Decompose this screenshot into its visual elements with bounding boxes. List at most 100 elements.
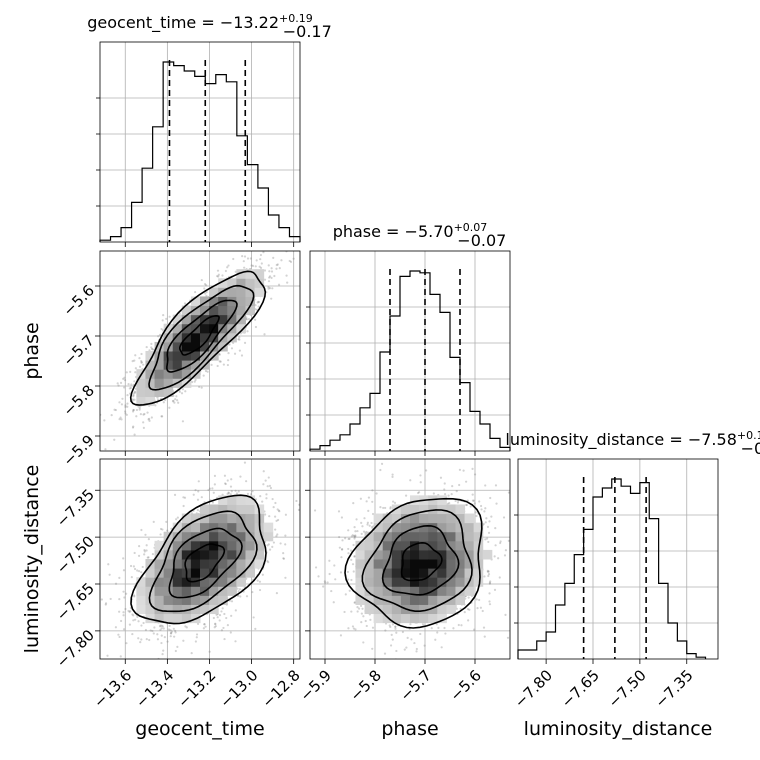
density-cell <box>245 504 256 515</box>
sample-point <box>131 632 134 636</box>
sample-point <box>257 300 260 303</box>
sample-point <box>124 405 127 409</box>
sample-point <box>504 549 508 552</box>
sample-point <box>487 531 491 534</box>
sample-point <box>338 535 341 539</box>
sample-point <box>247 317 251 321</box>
density-cell <box>400 522 411 533</box>
sample-point <box>271 497 274 501</box>
sample-point <box>159 628 162 631</box>
sample-point <box>389 644 393 647</box>
sample-point <box>262 251 265 254</box>
density-cell <box>190 332 201 343</box>
sample-point <box>268 548 272 551</box>
density-cell <box>218 314 228 325</box>
sample-point <box>217 273 220 276</box>
density-cell <box>410 595 420 605</box>
sample-point <box>499 540 502 543</box>
sample-point <box>339 571 343 574</box>
sample-point <box>126 402 129 405</box>
sample-point <box>161 625 164 628</box>
sample-point <box>316 445 318 447</box>
sample-point <box>268 287 272 290</box>
sample-point <box>328 559 331 562</box>
sample-point <box>220 610 223 613</box>
sample-point <box>176 516 179 519</box>
sample-point <box>277 518 280 522</box>
sample-point <box>185 626 188 629</box>
sample-point <box>295 499 298 503</box>
sample-point <box>393 501 397 504</box>
sample-point <box>251 590 254 594</box>
sample-point <box>123 596 126 599</box>
sample-point <box>323 580 326 583</box>
sample-point <box>289 260 293 263</box>
sample-point <box>366 521 369 524</box>
sample-point <box>218 613 222 617</box>
sample-point <box>122 628 126 631</box>
density-cell <box>209 314 219 325</box>
density-cell <box>200 341 210 352</box>
density-cell <box>464 568 475 578</box>
x-tick-label: −13.6 <box>90 666 135 711</box>
sample-point <box>421 623 425 626</box>
sample-point <box>292 257 295 260</box>
sample-point <box>455 607 458 610</box>
sample-point <box>486 570 489 573</box>
sample-point <box>359 497 362 500</box>
sample-point <box>419 632 422 636</box>
density-cell <box>209 595 219 605</box>
density-cell <box>154 540 165 551</box>
sample-point <box>366 523 369 526</box>
sample-point <box>182 504 185 508</box>
sample-point <box>444 632 447 635</box>
sample-point <box>446 502 449 505</box>
sample-point <box>137 570 141 573</box>
density-cell <box>373 586 384 596</box>
density-cell <box>190 360 201 370</box>
sample-point <box>173 635 176 638</box>
sample-point <box>353 601 356 604</box>
density-cell <box>154 595 165 605</box>
sample-point <box>459 607 462 610</box>
sample-point <box>195 633 199 636</box>
x-tick-label: −13.2 <box>174 666 219 711</box>
sample-point <box>250 264 253 267</box>
density-cell <box>245 540 256 551</box>
density-cell <box>254 531 265 542</box>
sample-point <box>218 353 221 356</box>
sample-point <box>110 414 113 417</box>
sample-point <box>394 627 397 630</box>
sample-point <box>129 609 132 613</box>
sample-point <box>365 500 368 503</box>
sample-point <box>481 609 484 613</box>
sample-point <box>172 627 175 630</box>
sample-point <box>198 385 201 389</box>
sample-point <box>184 625 187 628</box>
sample-point <box>360 521 363 524</box>
density-cell <box>163 323 174 334</box>
sample-point <box>457 623 460 627</box>
density-cell <box>181 577 192 587</box>
sample-point <box>262 470 265 473</box>
density-cell <box>227 568 237 578</box>
sample-point <box>468 608 471 611</box>
sample-point <box>343 610 346 614</box>
sample-point <box>443 482 446 485</box>
sample-point <box>131 360 134 363</box>
density-cell <box>419 513 429 524</box>
sample-point <box>259 266 263 269</box>
density-cell <box>410 504 420 515</box>
sample-point <box>254 325 258 329</box>
panel-frame <box>517 458 719 660</box>
density-cell <box>172 314 183 325</box>
sample-point <box>193 380 196 383</box>
density-cell <box>382 513 393 524</box>
sample-point <box>237 338 240 341</box>
sample-point <box>415 650 418 653</box>
sample-point <box>204 625 207 628</box>
density-cell <box>464 540 475 551</box>
density-cell <box>245 269 256 279</box>
contour-level <box>148 510 258 613</box>
density-cell <box>145 396 156 407</box>
